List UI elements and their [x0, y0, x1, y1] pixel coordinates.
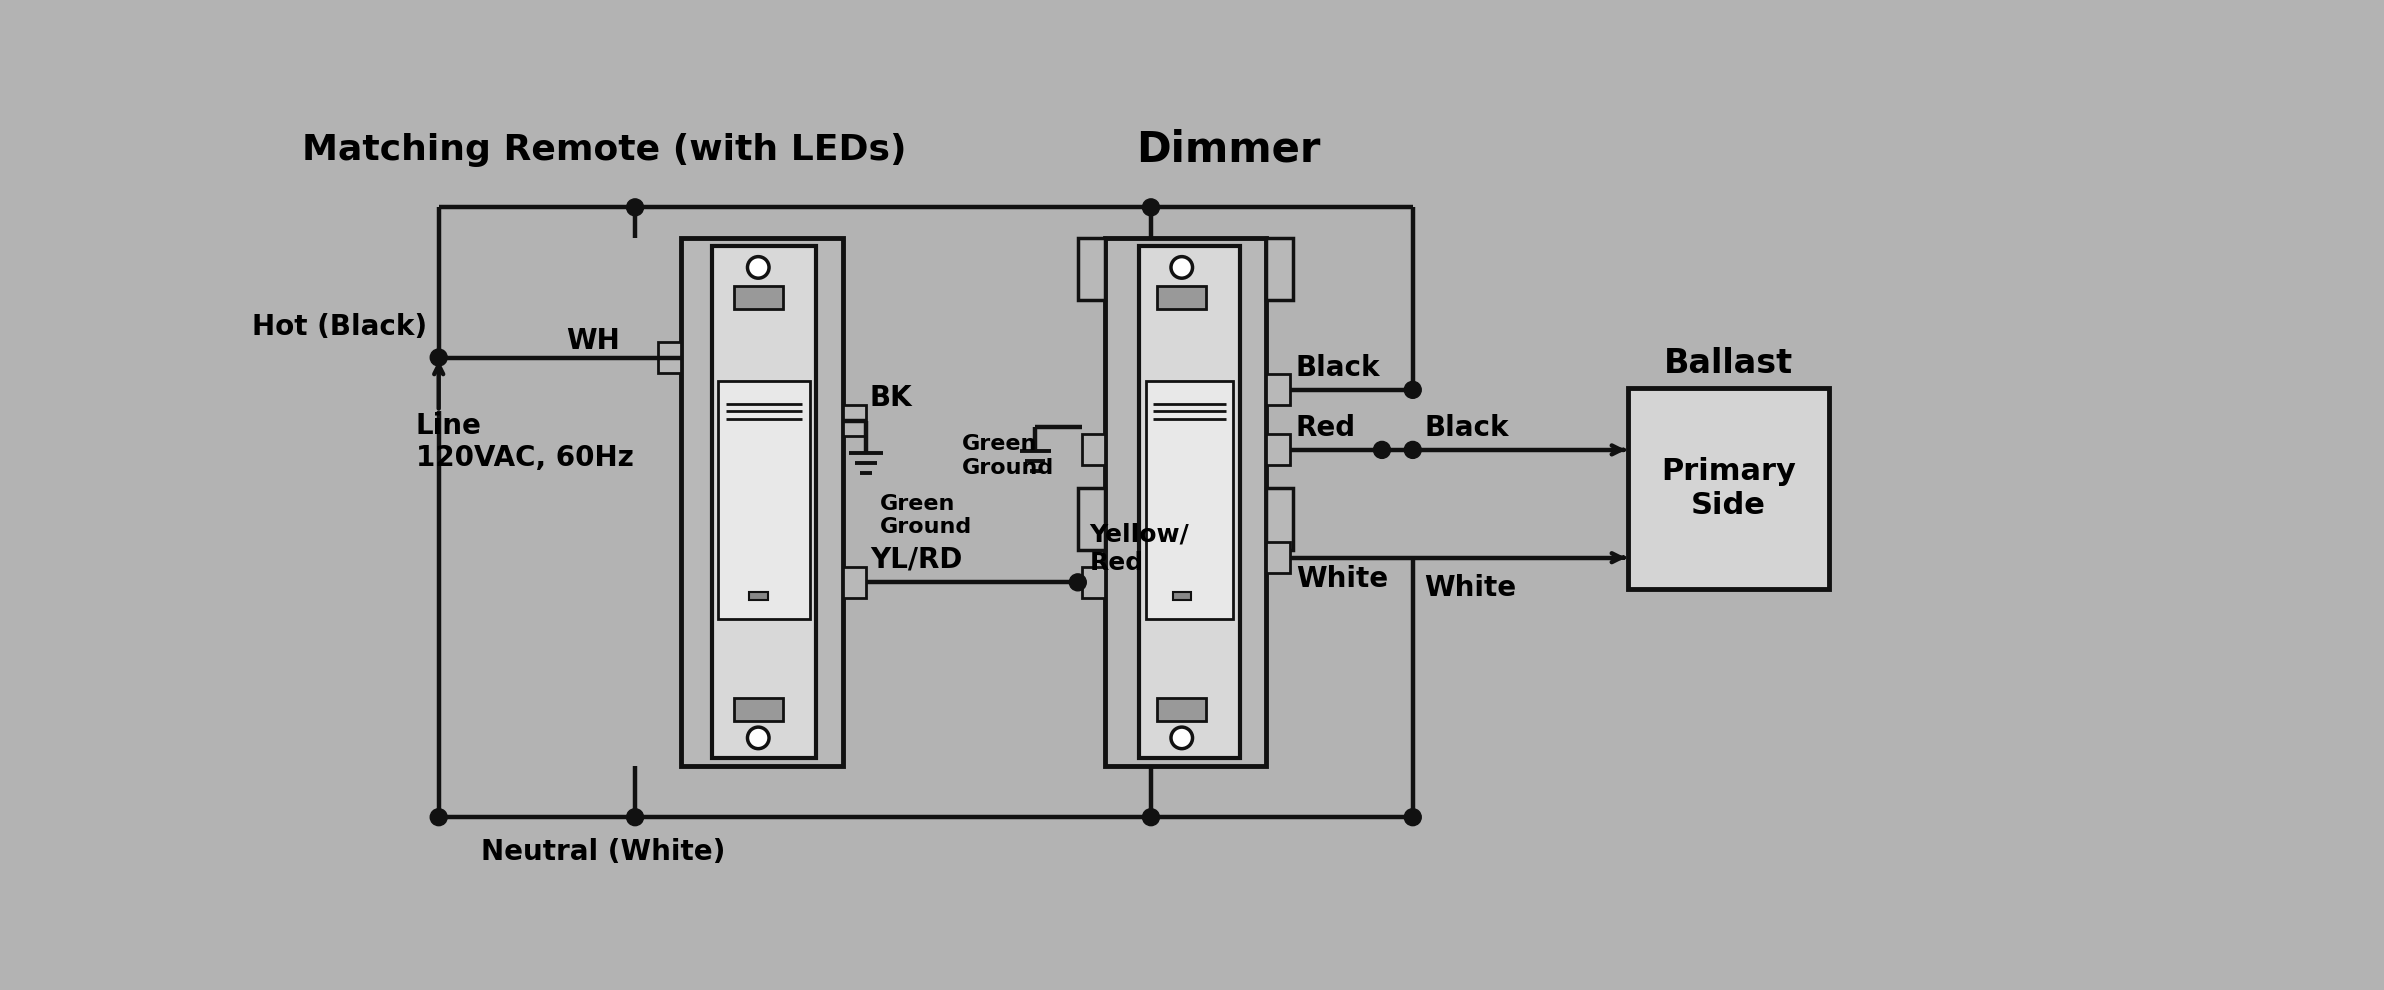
Circle shape: [1404, 442, 1421, 458]
Text: Neutral (White): Neutral (White): [482, 838, 725, 866]
Circle shape: [627, 199, 644, 216]
Bar: [1156, 286, 1206, 309]
Bar: [718, 380, 811, 620]
Text: WH: WH: [565, 327, 620, 354]
Text: Line
120VAC, 60Hz: Line 120VAC, 60Hz: [415, 412, 634, 472]
Bar: [1140, 246, 1240, 758]
Bar: [658, 343, 682, 373]
Bar: [1078, 488, 1104, 550]
Bar: [713, 246, 815, 758]
Text: Green
Ground: Green Ground: [880, 494, 973, 537]
Bar: [734, 698, 782, 721]
Circle shape: [1373, 442, 1390, 458]
Bar: [1628, 388, 1829, 588]
Circle shape: [429, 349, 448, 366]
Text: YL/RD: YL/RD: [870, 545, 963, 573]
Bar: [749, 592, 768, 600]
Circle shape: [1171, 256, 1192, 278]
Text: Yellow/
Red: Yellow/ Red: [1089, 523, 1190, 574]
Text: Black: Black: [1297, 354, 1380, 382]
Circle shape: [1070, 574, 1087, 591]
Bar: [844, 567, 865, 598]
Text: Black: Black: [1423, 415, 1509, 443]
Circle shape: [1404, 809, 1421, 826]
Bar: [844, 405, 865, 436]
Circle shape: [627, 809, 644, 826]
Circle shape: [1404, 381, 1421, 398]
Text: Green
Ground: Green Ground: [963, 435, 1054, 478]
Text: Matching Remote (with LEDs): Matching Remote (with LEDs): [303, 133, 906, 166]
Text: Primary
Side: Primary Side: [1662, 457, 1795, 520]
Text: BK: BK: [870, 383, 913, 412]
Bar: [734, 286, 782, 309]
Text: Dimmer: Dimmer: [1135, 129, 1321, 170]
Bar: [1266, 374, 1290, 405]
Bar: [1266, 239, 1295, 300]
Bar: [1156, 698, 1206, 721]
Text: White: White: [1297, 565, 1387, 593]
Text: Red: Red: [1297, 415, 1356, 443]
Text: Hot (Black): Hot (Black): [253, 313, 427, 341]
Bar: [1078, 239, 1104, 300]
Circle shape: [749, 256, 770, 278]
Bar: [1266, 543, 1290, 573]
Bar: [682, 239, 844, 765]
Circle shape: [749, 727, 770, 748]
Circle shape: [1142, 809, 1159, 826]
Circle shape: [1171, 727, 1192, 748]
Circle shape: [429, 809, 448, 826]
Bar: [1173, 592, 1192, 600]
Text: White: White: [1423, 574, 1516, 603]
Bar: [1082, 567, 1104, 598]
Text: Ballast: Ballast: [1664, 347, 1793, 380]
Bar: [1266, 435, 1290, 465]
Bar: [1147, 380, 1233, 620]
Bar: [1104, 239, 1266, 765]
Bar: [1082, 435, 1104, 465]
Circle shape: [1142, 199, 1159, 216]
Bar: [1266, 488, 1295, 550]
